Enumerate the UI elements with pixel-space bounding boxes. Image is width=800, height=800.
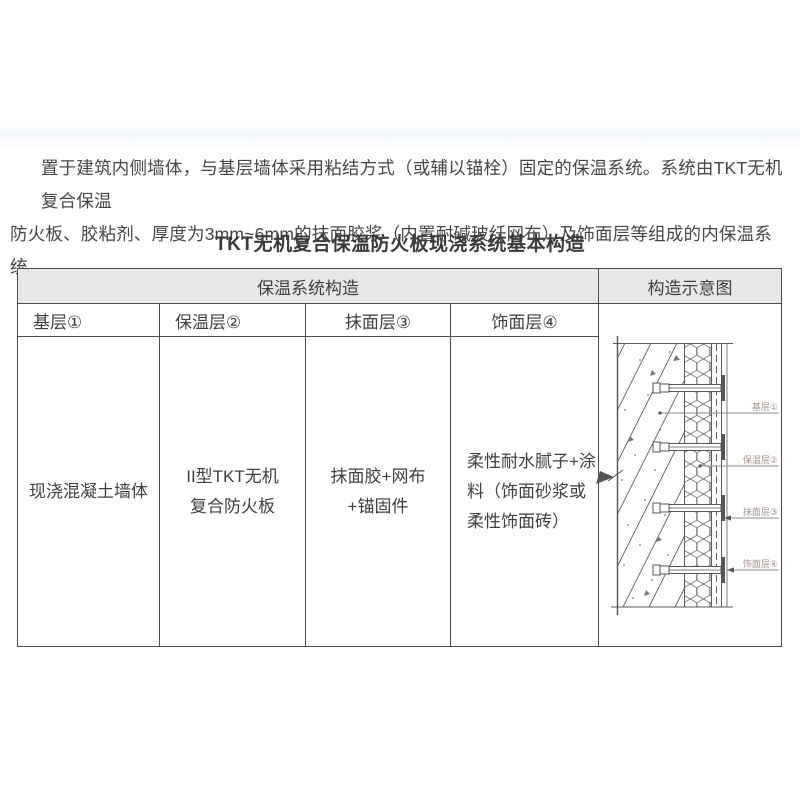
table-group-header-diagram-label: 构造示意图 [647,278,733,298]
column-header-finish-layer: 饰面层④ [451,304,599,337]
anchor-bolt [652,434,725,460]
diagram-label-insulation-layer: 保温层② [743,454,778,465]
page-top-shade-band [0,119,800,150]
column-header-finish-layer-label: 饰面层④ [491,312,558,332]
diagram-label-base-layer: 基层① [752,401,778,412]
column-header-plaster-layer: 抹面层③ [306,304,451,337]
anchor-bolt [652,375,725,401]
column-header-base-layer: 基层① [18,304,160,337]
table-group-header-system-label: 保温系统构造 [257,278,359,298]
column-header-insulation-layer-label: 保温层② [175,312,242,332]
cell-plaster-layer-line: 抹面胶+网布 [330,466,426,486]
layer-lines [611,336,733,615]
section-break-mark [596,469,624,484]
construction-table: 保温系统构造 构造示意图 基层① 保温层② 抹面层③ 饰面层④ 现浇混凝土墙体 … [17,268,782,647]
cell-finish-layer-line: 柔性饰面砖） [467,511,569,531]
column-header-plaster-layer-label: 抹面层③ [344,312,412,332]
table-group-header-system: 保温系统构造 [18,269,599,304]
cell-base-layer-value: 现浇混凝土墙体 [18,337,160,646]
cell-insulation-layer-value: II型TKT无机 复合防火板 [160,337,306,646]
cell-insulation-layer-line: II型TKT无机 [186,466,279,486]
cell-insulation-layer-line: 复合防火板 [190,496,275,516]
table-group-header-diagram: 构造示意图 [599,269,781,304]
cell-finish-layer-line: 料（饰面砂浆或 [467,481,586,501]
anchor-bolt [652,495,725,521]
anchor-bolt [652,557,725,583]
page-title: TKT无机复合保温防火板现浇系统基本构造 [215,234,585,255]
diagram-label-finish-layer: 饰面层④ [743,558,778,569]
intro-paragraph-line-1: 置于建筑内侧墙体，与基层墙体采用粘结方式（或辅以锚栓）固定的保温系统。系统由TK… [41,158,783,211]
cell-finish-layer-line: 柔性耐水腻子+涂 [467,451,596,471]
cell-finish-layer-value: 柔性耐水腻子+涂 料（饰面砂浆或 柔性饰面砖） [451,337,599,646]
diagram-label-plaster-layer: 抹面层③ [743,506,778,517]
construction-diagram: 基层① 保温层② 抹面层③ 饰面层④ [596,336,779,615]
leader-lines [660,412,779,571]
cell-plaster-layer-value: 抹面胶+网布 +锚固件 [306,337,451,646]
concrete-specks [621,351,680,599]
cell-base-layer-line: 现浇混凝土墙体 [29,481,148,501]
anchor-bolts [652,375,725,583]
leader-markers [658,411,734,573]
cell-plaster-layer-line: +锚固件 [347,496,409,516]
column-header-insulation-layer: 保温层② [160,304,306,337]
column-header-base-layer-label: 基层① [33,312,83,332]
intro-paragraph: 置于建筑内侧墙体，与基层墙体采用粘结方式（或辅以锚栓）固定的保温系统。系统由TK… [10,152,790,284]
